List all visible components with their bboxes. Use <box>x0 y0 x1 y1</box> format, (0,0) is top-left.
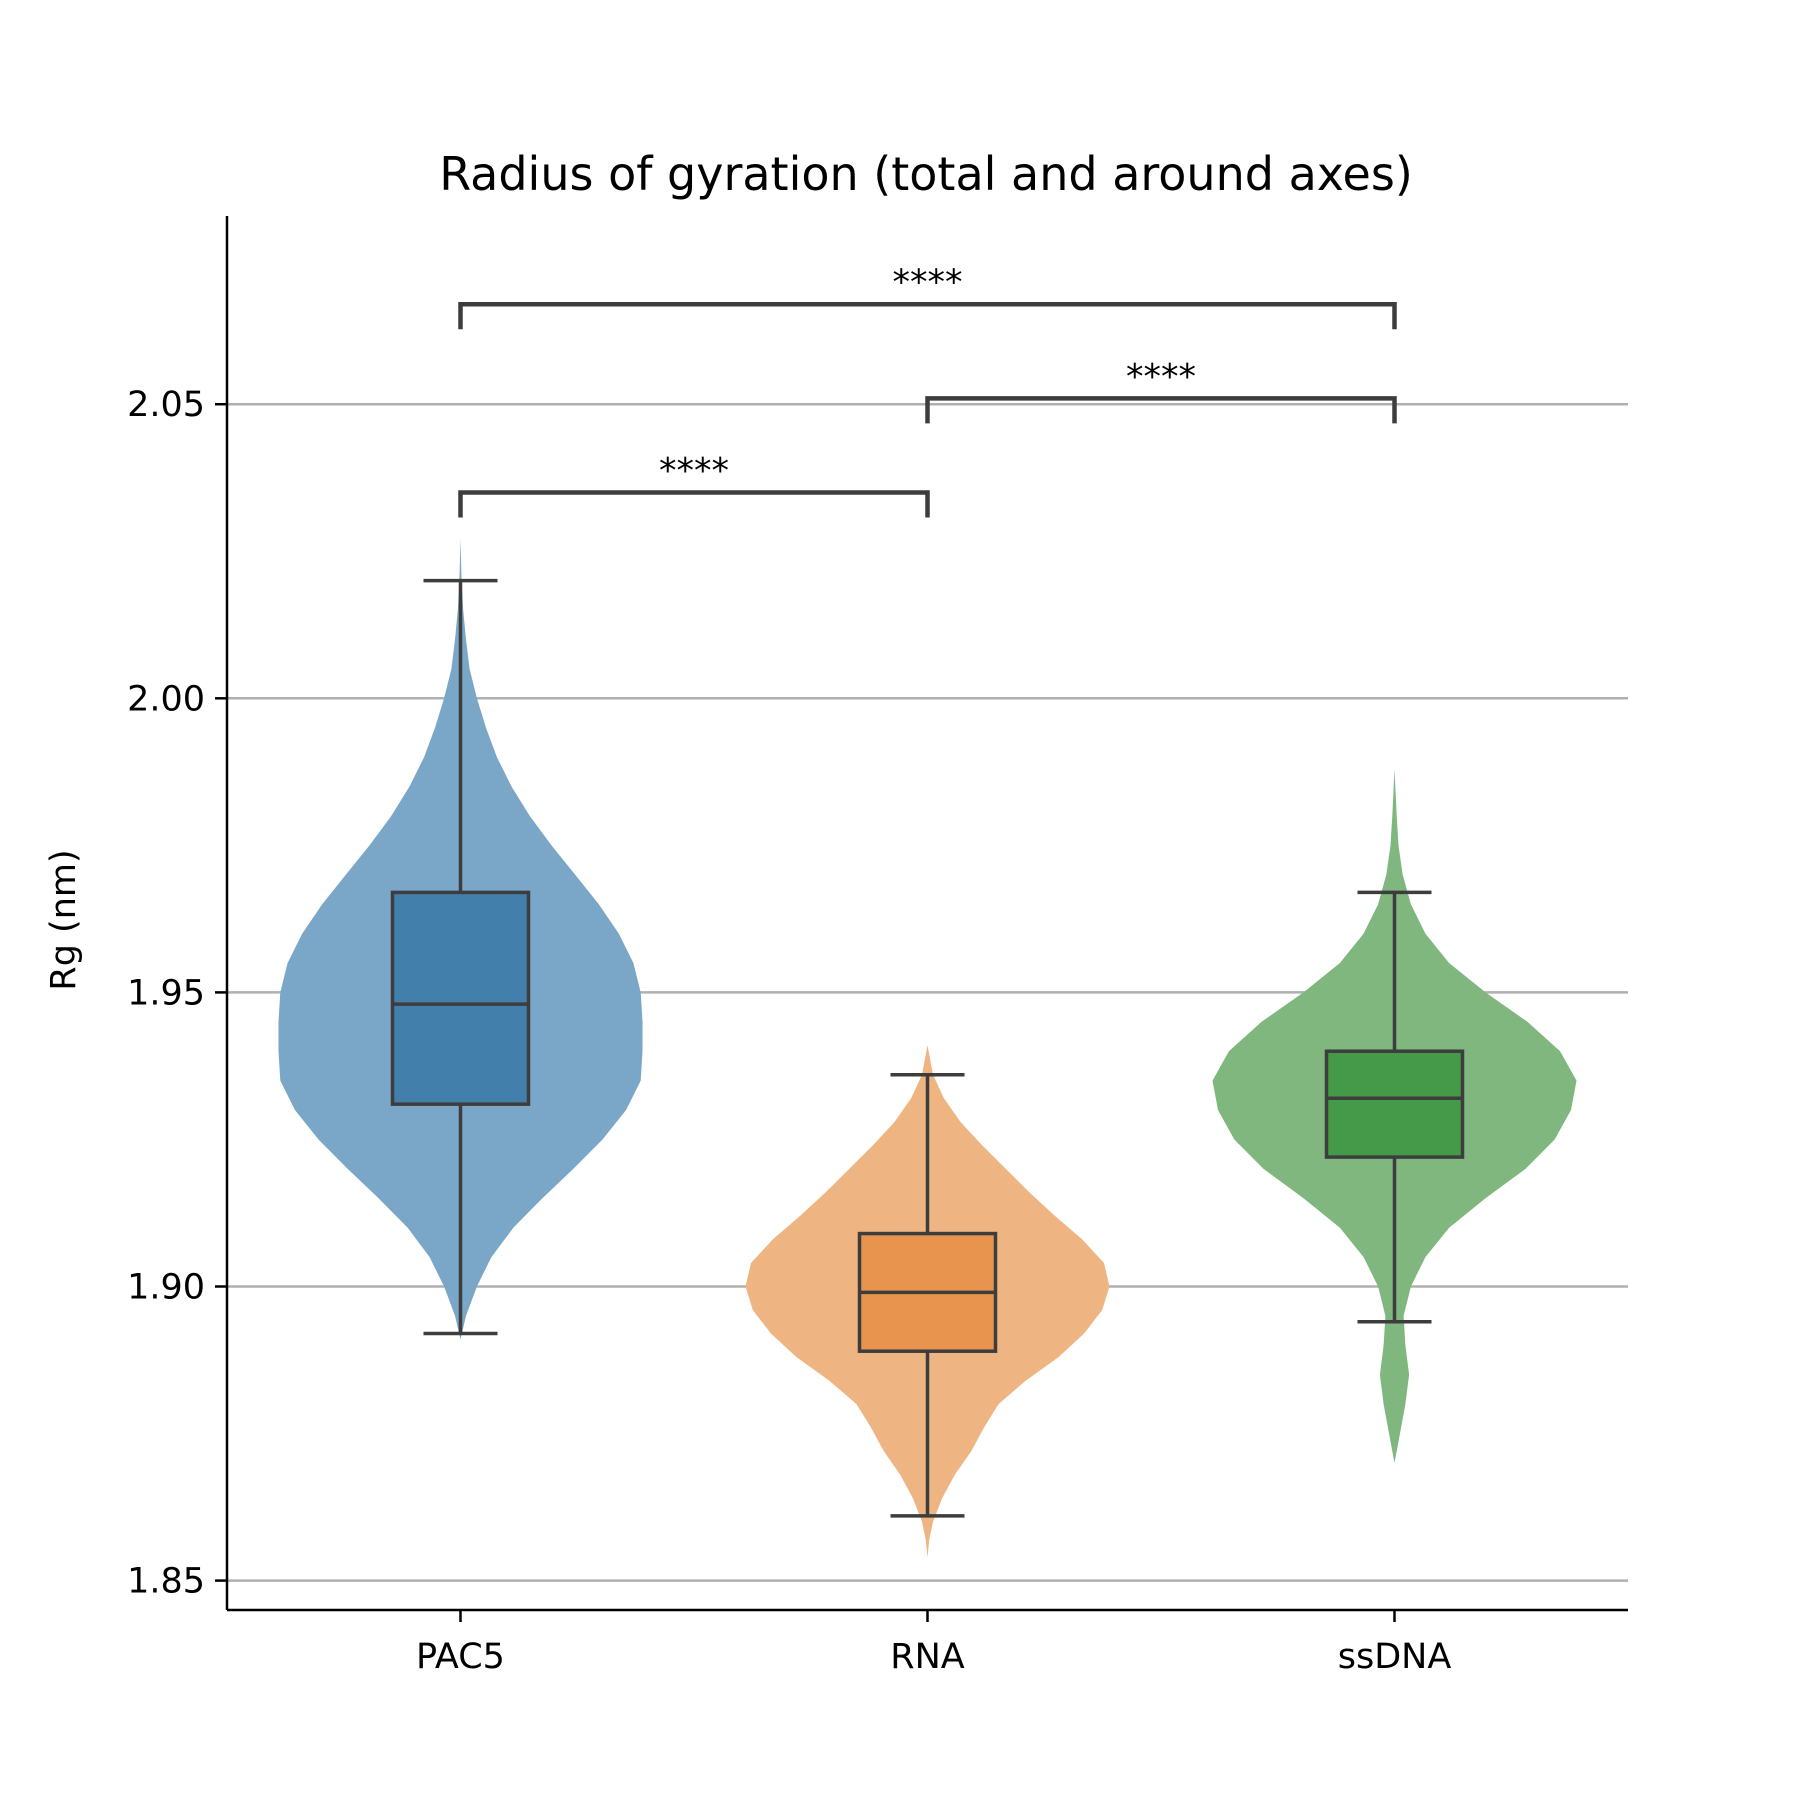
box-plot-pac5 <box>390 578 531 1336</box>
box-plot-ssdna <box>1324 890 1465 1324</box>
y-tick-label: 1.90 <box>127 1267 205 1307</box>
y-tick-label: 1.95 <box>127 973 205 1013</box>
iqr-box <box>1324 1049 1465 1159</box>
y-axis-label: Rg (nm) <box>44 849 84 990</box>
bracket-line <box>458 490 930 518</box>
chart-title: Radius of gyration (total and around axe… <box>439 147 1413 201</box>
significance-label: **** <box>1126 357 1196 397</box>
y-tick-label: 2.05 <box>127 385 205 425</box>
significance-bracket: **** <box>458 263 1397 330</box>
iqr-box <box>390 890 531 1106</box>
box-plots <box>390 578 1465 1518</box>
x-axis: PAC5 RNA ssDNA <box>227 1608 1628 1677</box>
y-tick-label: 1.85 <box>127 1562 205 1602</box>
y-tick-label: 2.00 <box>127 679 205 719</box>
x-tick-label: ssDNA <box>1338 1637 1452 1677</box>
significance-bracket: **** <box>458 451 930 518</box>
bracket-line <box>925 396 1397 424</box>
significance-brackets: **** **** **** <box>458 263 1397 518</box>
significance-bracket: **** <box>925 357 1397 424</box>
significance-label: **** <box>893 263 963 303</box>
x-tick-label: PAC5 <box>416 1637 505 1677</box>
y-axis: 1.85 1.90 1.95 2.00 2.05 <box>127 216 229 1610</box>
bracket-line <box>458 301 1397 330</box>
significance-label: **** <box>659 451 729 491</box>
x-tick-label: RNA <box>890 1637 965 1677</box>
box-plot-rna <box>857 1073 998 1518</box>
